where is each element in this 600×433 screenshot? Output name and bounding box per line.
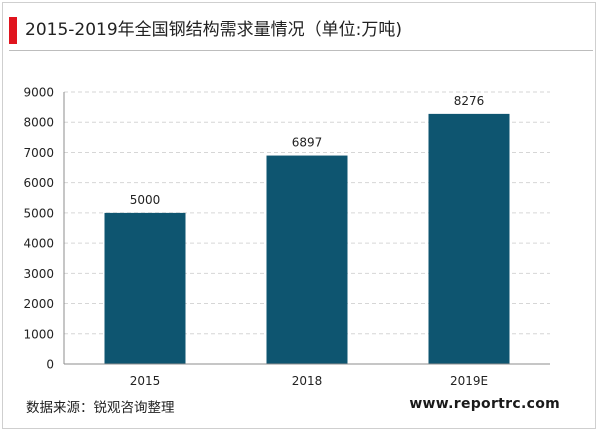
data-label: 5000 xyxy=(130,193,161,207)
data-label: 8276 xyxy=(454,94,485,108)
bar xyxy=(104,212,186,364)
y-tick-label: 2000 xyxy=(23,297,54,311)
y-tick-label: 6000 xyxy=(23,176,54,190)
y-tick-label: 4000 xyxy=(23,237,54,251)
y-tick-label: 8000 xyxy=(23,116,54,130)
data-labels: 5000 6897 8276 xyxy=(130,94,485,207)
data-label: 6897 xyxy=(292,136,323,150)
x-tick-label: 2018 xyxy=(292,374,323,388)
bar xyxy=(266,155,348,364)
y-tick-label: 3000 xyxy=(23,267,54,281)
website-link[interactable]: www.reportrc.com xyxy=(409,396,560,412)
x-tick-label: 2015 xyxy=(130,374,161,388)
y-tick-label: 1000 xyxy=(23,327,54,341)
title-accent-bar xyxy=(9,17,17,44)
bar xyxy=(428,113,510,364)
axes xyxy=(63,92,550,365)
y-tick-label: 5000 xyxy=(23,206,54,220)
title-divider xyxy=(9,50,593,51)
bars xyxy=(104,113,510,364)
y-tick-label: 0 xyxy=(46,358,54,372)
y-tick-label: 7000 xyxy=(23,146,54,160)
x-tick-label: 2019E xyxy=(450,374,488,388)
page-title: 2015-2019年全国钢结构需求量情况（单位:万吨) xyxy=(25,20,403,40)
y-tick-labels: 0 1000 2000 3000 4000 5000 6000 7000 8000 9000 xyxy=(23,86,54,372)
source-note: 数据来源：锐观咨询整理 xyxy=(26,400,175,416)
y-tick-label: 9000 xyxy=(23,86,54,100)
x-tick-labels: 2015 2018 2019E xyxy=(130,374,488,388)
